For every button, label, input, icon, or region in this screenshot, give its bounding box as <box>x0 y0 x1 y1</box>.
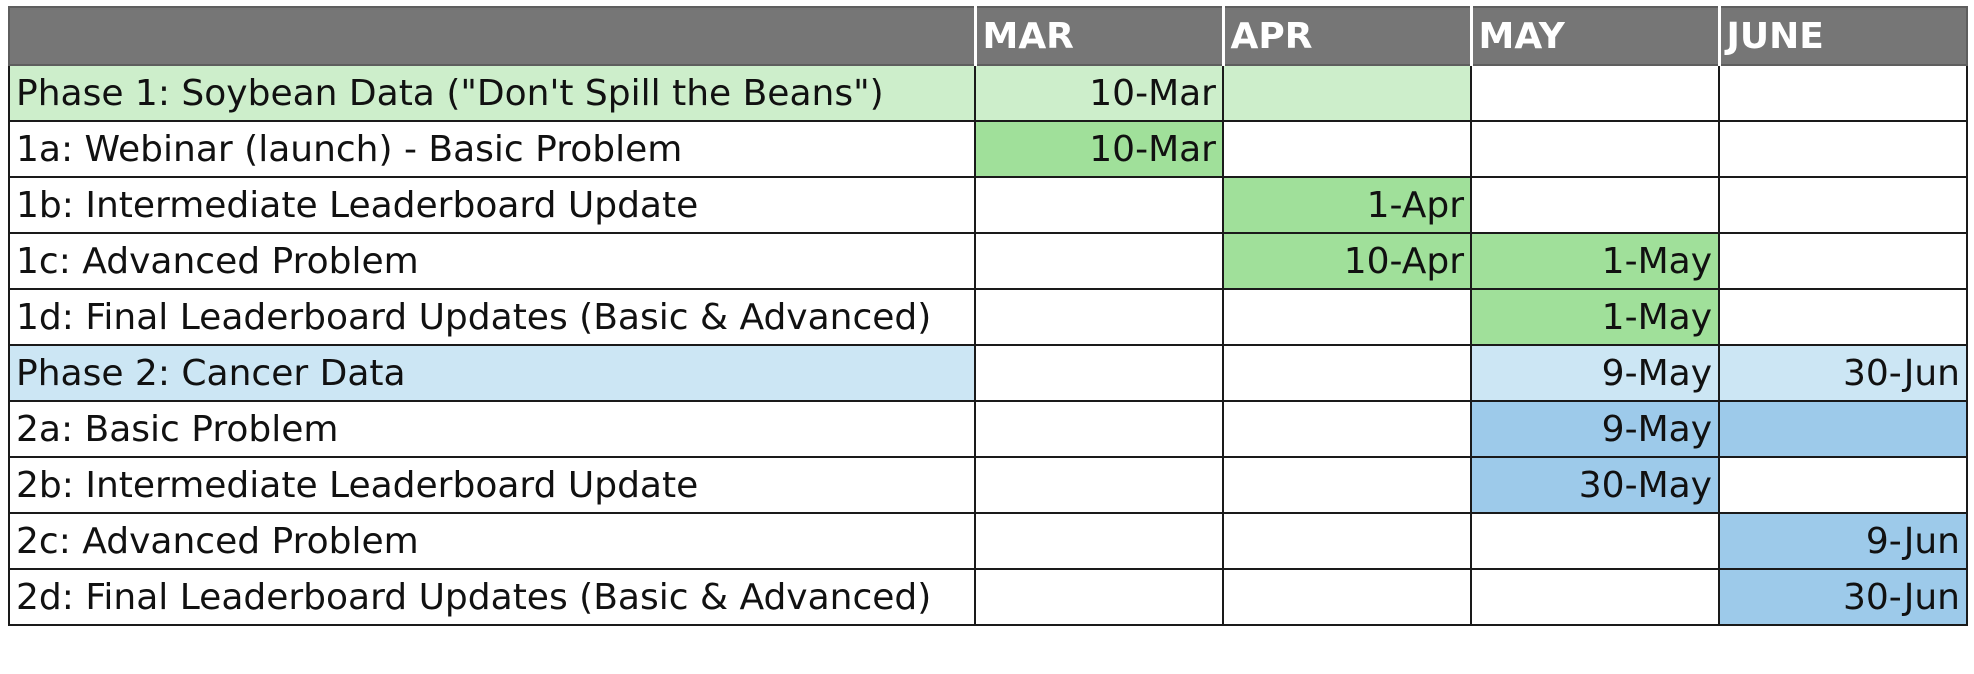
date-cell-mar[interactable] <box>974 512 1224 570</box>
date-cell-apr[interactable] <box>1222 64 1472 122</box>
table-row: 2c: Advanced Problem 9-Jun <box>8 512 1968 570</box>
task-cell[interactable]: Phase 2: Cancer Data <box>8 344 976 402</box>
date-cell-apr[interactable] <box>1222 456 1472 514</box>
date-cell-june[interactable] <box>1718 288 1968 346</box>
date-cell-apr[interactable] <box>1222 568 1472 626</box>
date-cell-apr[interactable] <box>1222 288 1472 346</box>
date-cell-may[interactable]: 9-May <box>1470 344 1720 402</box>
date-cell-mar[interactable]: 10-Mar <box>974 64 1224 122</box>
task-cell[interactable]: 2c: Advanced Problem <box>8 512 976 570</box>
date-cell-apr[interactable] <box>1222 344 1472 402</box>
date-cell-mar[interactable]: 10-Mar <box>974 120 1224 178</box>
table-row: 2d: Final Leaderboard Updates (Basic & A… <box>8 568 1968 626</box>
date-cell-mar[interactable] <box>974 288 1224 346</box>
date-cell-june[interactable]: 30-Jun <box>1718 568 1968 626</box>
schedule-table: MAR APR MAY JUNE Phase 1: Soybean Data (… <box>8 6 1968 626</box>
table-row: Phase 1: Soybean Data ("Don't Spill the … <box>8 64 1968 122</box>
header-cell-task[interactable] <box>8 6 976 66</box>
task-cell[interactable]: 1b: Intermediate Leaderboard Update <box>8 176 976 234</box>
date-cell-may[interactable]: 1-May <box>1470 232 1720 290</box>
header-cell-mar[interactable]: MAR <box>973 6 1224 66</box>
date-cell-apr[interactable]: 1-Apr <box>1222 176 1472 234</box>
task-cell[interactable]: 2a: Basic Problem <box>8 400 976 458</box>
date-cell-may[interactable] <box>1470 512 1720 570</box>
date-cell-may[interactable]: 9-May <box>1470 400 1720 458</box>
date-cell-may[interactable] <box>1470 120 1720 178</box>
table-row: 2a: Basic Problem 9-May <box>8 400 1968 458</box>
date-cell-mar[interactable] <box>974 456 1224 514</box>
header-cell-apr[interactable]: APR <box>1221 6 1472 66</box>
date-cell-june[interactable] <box>1718 456 1968 514</box>
date-cell-mar[interactable] <box>974 232 1224 290</box>
date-cell-mar[interactable] <box>974 568 1224 626</box>
date-cell-apr[interactable] <box>1222 120 1472 178</box>
date-cell-may[interactable] <box>1470 568 1720 626</box>
table-row: 1b: Intermediate Leaderboard Update 1-Ap… <box>8 176 1968 234</box>
date-cell-june[interactable] <box>1718 120 1968 178</box>
task-cell[interactable]: 1d: Final Leaderboard Updates (Basic & A… <box>8 288 976 346</box>
task-cell[interactable]: 1a: Webinar (launch) - Basic Problem <box>8 120 976 178</box>
date-cell-mar[interactable] <box>974 344 1224 402</box>
date-cell-may[interactable]: 30-May <box>1470 456 1720 514</box>
date-cell-apr[interactable] <box>1222 512 1472 570</box>
date-cell-apr[interactable] <box>1222 400 1472 458</box>
table-row: 1a: Webinar (launch) - Basic Problem 10-… <box>8 120 1968 178</box>
task-cell[interactable]: Phase 1: Soybean Data ("Don't Spill the … <box>8 64 976 122</box>
table-row: 1c: Advanced Problem 10-Apr 1-May <box>8 232 1968 290</box>
date-cell-mar[interactable] <box>974 176 1224 234</box>
date-cell-june[interactable] <box>1718 400 1968 458</box>
date-cell-june[interactable] <box>1718 232 1968 290</box>
date-cell-may[interactable]: 1-May <box>1470 288 1720 346</box>
date-cell-mar[interactable] <box>974 400 1224 458</box>
task-cell[interactable]: 1c: Advanced Problem <box>8 232 976 290</box>
date-cell-apr[interactable]: 10-Apr <box>1222 232 1472 290</box>
date-cell-may[interactable] <box>1470 64 1720 122</box>
date-cell-june[interactable]: 30-Jun <box>1718 344 1968 402</box>
table-row: 1d: Final Leaderboard Updates (Basic & A… <box>8 288 1968 346</box>
header-row: MAR APR MAY JUNE <box>8 6 1968 66</box>
sheet-bottom-edge <box>0 664 1974 674</box>
date-cell-may[interactable] <box>1470 176 1720 234</box>
task-cell[interactable]: 2d: Final Leaderboard Updates (Basic & A… <box>8 568 976 626</box>
table-row: 2b: Intermediate Leaderboard Update 30-M… <box>8 456 1968 514</box>
date-cell-june[interactable]: 9-Jun <box>1718 512 1968 570</box>
header-cell-june[interactable]: JUNE <box>1717 6 1968 66</box>
date-cell-june[interactable] <box>1718 64 1968 122</box>
task-cell[interactable]: 2b: Intermediate Leaderboard Update <box>8 456 976 514</box>
table-row: Phase 2: Cancer Data 9-May 30-Jun <box>8 344 1968 402</box>
date-cell-june[interactable] <box>1718 176 1968 234</box>
header-cell-may[interactable]: MAY <box>1469 6 1720 66</box>
